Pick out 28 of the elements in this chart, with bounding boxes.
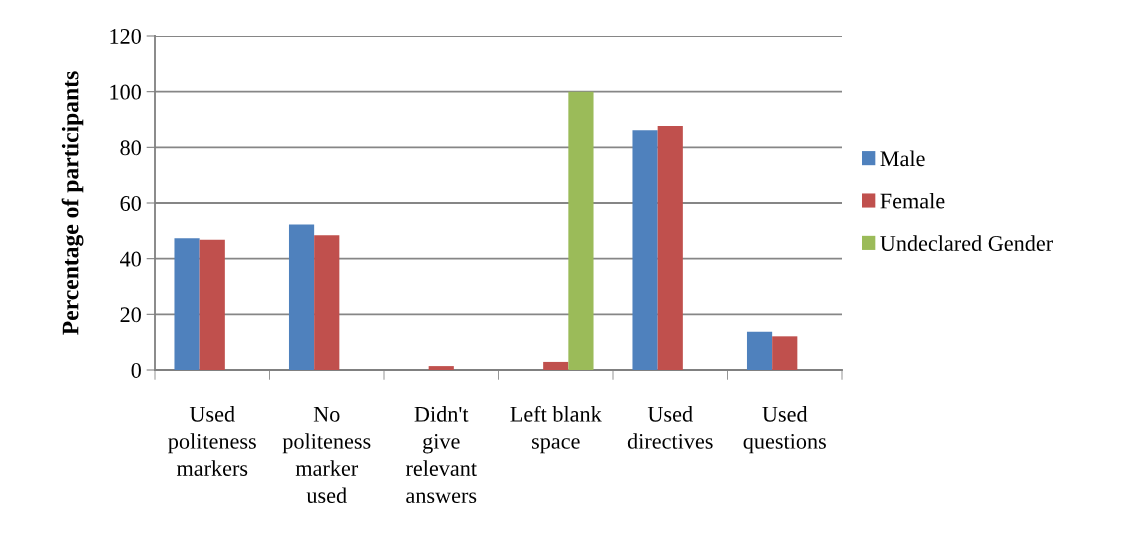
x-tick-label: Used politeness markers (168, 406, 256, 476)
bar (314, 235, 340, 370)
bar (174, 238, 200, 370)
x-tick-label: Left blank space (510, 405, 602, 454)
x-tick-label: Used directives (627, 406, 713, 449)
bar (632, 130, 658, 370)
bar (288, 224, 315, 370)
bar (657, 125, 683, 370)
bar (746, 331, 773, 370)
y-tick-label: 0 (131, 362, 141, 378)
x-tick-label: Didn't give relevant answers (405, 406, 477, 504)
y-tick-label: 20 (120, 307, 141, 323)
y-tick-label: 60 (120, 195, 141, 211)
y-tick-label: 80 (120, 140, 141, 156)
bar (199, 239, 225, 370)
legend-label: Undeclared Gender (880, 235, 1053, 251)
x-tick-label: Used questions (743, 406, 826, 454)
legend-label: Male (880, 150, 925, 167)
y-tick-label: 100 (110, 84, 141, 100)
legend-label: Female (880, 192, 945, 209)
x-tick-label: No politeness marker used (282, 406, 371, 504)
y-axis-title: Percentage of participants (61, 71, 84, 335)
bar (772, 336, 798, 370)
y-tick-label: 120 (110, 28, 141, 44)
bar (428, 366, 454, 370)
bar (568, 91, 594, 370)
y-tick-label: 40 (120, 251, 141, 267)
bar (543, 361, 569, 370)
